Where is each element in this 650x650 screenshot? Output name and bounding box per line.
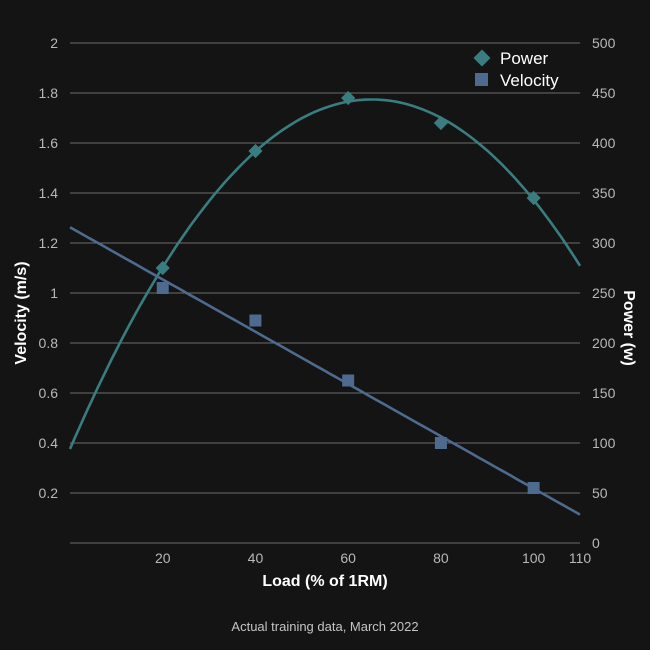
left-tick-label: 1.6 xyxy=(39,135,59,151)
power-point xyxy=(155,260,170,276)
left-tick-label: 1.8 xyxy=(39,85,59,101)
right-tick-label: 150 xyxy=(592,385,616,401)
right-axis-title: Power (w) xyxy=(620,290,637,366)
velocity-point xyxy=(249,314,262,327)
left-tick-label: 1.4 xyxy=(39,185,59,201)
chart-caption: Actual training data, March 2022 xyxy=(231,619,418,634)
velocity-point xyxy=(527,482,540,494)
left-tick-label: 1.2 xyxy=(39,235,59,251)
x-tick-label: 100 xyxy=(522,550,546,566)
velocity-point xyxy=(342,374,355,387)
left-axis-ticks: 0.2 0.4 0.6 0.8 1 1.2 1.4 1.6 1.8 2 xyxy=(39,35,59,501)
left-tick-label: 1 xyxy=(50,285,58,301)
velocity-point xyxy=(156,282,169,294)
power-point xyxy=(433,115,448,131)
trendlines xyxy=(68,98,582,516)
right-tick-label: 250 xyxy=(592,285,616,301)
velocity-point xyxy=(434,437,447,449)
velocity-trendline xyxy=(69,226,581,516)
left-tick-label: 2 xyxy=(50,35,58,51)
x-axis-ticks: 20 40 60 80 100 110 xyxy=(155,550,591,566)
legend-velocity-label: Velocity xyxy=(500,71,559,90)
left-tick-label: 0.2 xyxy=(39,485,59,501)
legend-velocity-marker xyxy=(475,73,488,86)
power-point xyxy=(341,90,356,106)
x-tick-label: 110 xyxy=(569,550,592,566)
left-axis-title: Velocity (m/s) xyxy=(13,261,30,364)
right-tick-label: 500 xyxy=(592,35,616,51)
x-tick-label: 60 xyxy=(340,550,356,566)
left-tick-label: 0.6 xyxy=(39,385,59,401)
right-tick-label: 350 xyxy=(592,185,616,201)
x-tick-label: 80 xyxy=(433,550,449,566)
x-tick-label: 20 xyxy=(155,550,171,566)
left-tick-label: 0.8 xyxy=(39,335,59,351)
right-tick-label: 50 xyxy=(592,485,608,501)
right-axis-ticks: 0 50 100 150 200 250 300 350 400 450 500 xyxy=(592,35,616,551)
power-point xyxy=(526,190,541,206)
x-axis-title: Load (% of 1RM) xyxy=(262,573,387,590)
right-tick-label: 100 xyxy=(592,435,616,451)
power-trendline xyxy=(68,98,582,450)
right-tick-label: 300 xyxy=(592,235,616,251)
right-tick-label: 200 xyxy=(592,335,616,351)
left-tick-label: 0.4 xyxy=(39,435,59,451)
power-point xyxy=(248,143,263,159)
data-markers xyxy=(155,90,541,494)
gridlines xyxy=(70,42,580,544)
legend-power-label: Power xyxy=(500,49,549,68)
legend-power-marker xyxy=(473,49,491,67)
x-tick-label: 40 xyxy=(248,550,264,566)
right-tick-label: 400 xyxy=(592,135,616,151)
right-tick-label: 450 xyxy=(592,85,616,101)
right-tick-label: 0 xyxy=(592,535,600,551)
legend: Power Velocity xyxy=(473,49,559,90)
